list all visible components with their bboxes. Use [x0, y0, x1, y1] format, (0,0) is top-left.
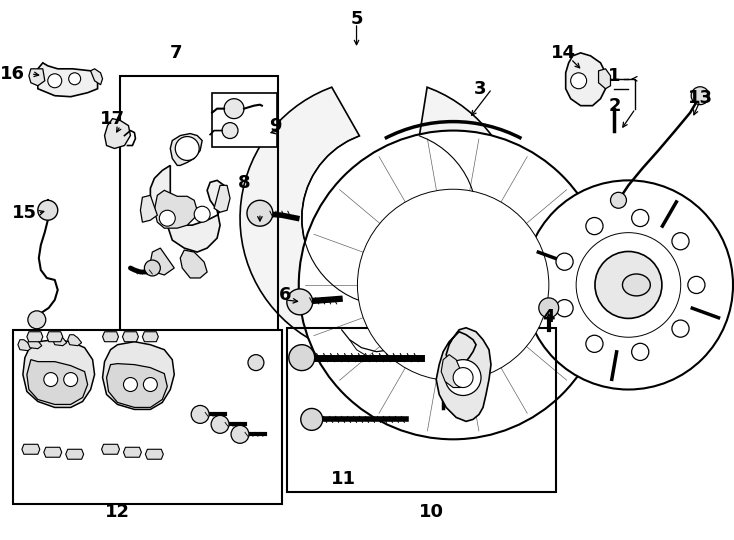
Polygon shape: [90, 69, 103, 85]
Circle shape: [143, 377, 157, 392]
Circle shape: [222, 123, 238, 139]
Circle shape: [145, 260, 160, 276]
Circle shape: [453, 368, 473, 388]
Polygon shape: [150, 165, 227, 252]
Circle shape: [672, 320, 689, 337]
Polygon shape: [47, 332, 62, 342]
Circle shape: [595, 252, 662, 319]
Circle shape: [301, 408, 323, 430]
Text: 17: 17: [100, 110, 125, 127]
Polygon shape: [44, 447, 62, 457]
Circle shape: [64, 373, 78, 387]
Circle shape: [586, 218, 603, 235]
Polygon shape: [18, 340, 32, 350]
Circle shape: [159, 210, 175, 226]
Circle shape: [211, 415, 229, 433]
Circle shape: [175, 137, 199, 160]
Bar: [212, 93, 277, 147]
Text: 14: 14: [551, 44, 576, 62]
Bar: [120, 76, 278, 353]
Text: 10: 10: [418, 503, 444, 521]
Text: 5: 5: [350, 10, 363, 28]
Polygon shape: [23, 340, 95, 408]
Polygon shape: [103, 332, 118, 342]
Circle shape: [611, 192, 626, 208]
Polygon shape: [170, 133, 202, 165]
Circle shape: [248, 355, 264, 370]
Polygon shape: [123, 447, 142, 457]
Text: 9: 9: [269, 117, 282, 134]
Circle shape: [632, 210, 649, 227]
Polygon shape: [145, 449, 163, 459]
Circle shape: [195, 206, 210, 222]
Polygon shape: [150, 248, 174, 275]
Circle shape: [48, 74, 62, 87]
Text: 11: 11: [331, 470, 356, 488]
Text: 13: 13: [688, 89, 713, 107]
Circle shape: [524, 180, 733, 389]
Circle shape: [394, 226, 512, 343]
Polygon shape: [104, 119, 131, 148]
Text: 12: 12: [105, 503, 130, 521]
Bar: [13, 330, 282, 504]
Bar: [287, 328, 556, 492]
Polygon shape: [441, 355, 463, 388]
Circle shape: [247, 200, 273, 226]
Circle shape: [44, 373, 58, 387]
Polygon shape: [140, 195, 157, 222]
Circle shape: [556, 300, 573, 317]
Circle shape: [556, 253, 573, 270]
Polygon shape: [66, 449, 84, 459]
Text: 8: 8: [238, 174, 250, 192]
Polygon shape: [566, 53, 606, 106]
Circle shape: [69, 73, 81, 85]
Polygon shape: [27, 332, 43, 342]
Circle shape: [287, 289, 313, 315]
Circle shape: [224, 99, 244, 119]
Circle shape: [28, 311, 46, 329]
Circle shape: [672, 233, 689, 250]
Circle shape: [288, 345, 315, 370]
Text: 15: 15: [12, 204, 37, 222]
Polygon shape: [214, 185, 230, 212]
Polygon shape: [123, 332, 139, 342]
Text: 6: 6: [279, 286, 291, 304]
Text: 2: 2: [608, 97, 621, 114]
Polygon shape: [28, 338, 42, 349]
Polygon shape: [22, 444, 40, 454]
Polygon shape: [27, 360, 87, 404]
Circle shape: [570, 73, 586, 89]
Text: 7: 7: [170, 44, 183, 62]
Text: 1: 1: [608, 67, 621, 85]
Circle shape: [539, 298, 559, 318]
Polygon shape: [68, 335, 81, 346]
Polygon shape: [101, 444, 120, 454]
Polygon shape: [598, 69, 611, 89]
Circle shape: [357, 189, 549, 381]
Circle shape: [123, 377, 137, 392]
Ellipse shape: [622, 274, 650, 296]
Circle shape: [586, 335, 603, 353]
Circle shape: [688, 276, 705, 294]
Circle shape: [691, 87, 709, 105]
Circle shape: [231, 426, 249, 443]
Circle shape: [446, 360, 481, 395]
Circle shape: [299, 131, 608, 440]
Polygon shape: [103, 342, 174, 409]
Polygon shape: [154, 190, 197, 228]
Circle shape: [191, 406, 209, 423]
Polygon shape: [436, 328, 491, 421]
Circle shape: [632, 343, 649, 361]
Polygon shape: [53, 335, 67, 346]
Text: 16: 16: [1, 65, 26, 83]
Text: 3: 3: [473, 80, 487, 98]
Polygon shape: [181, 250, 207, 278]
Text: 4: 4: [542, 308, 555, 326]
Polygon shape: [29, 69, 45, 86]
Polygon shape: [240, 87, 519, 357]
Polygon shape: [38, 63, 98, 97]
Polygon shape: [106, 363, 167, 408]
Circle shape: [38, 200, 58, 220]
Polygon shape: [142, 332, 159, 342]
